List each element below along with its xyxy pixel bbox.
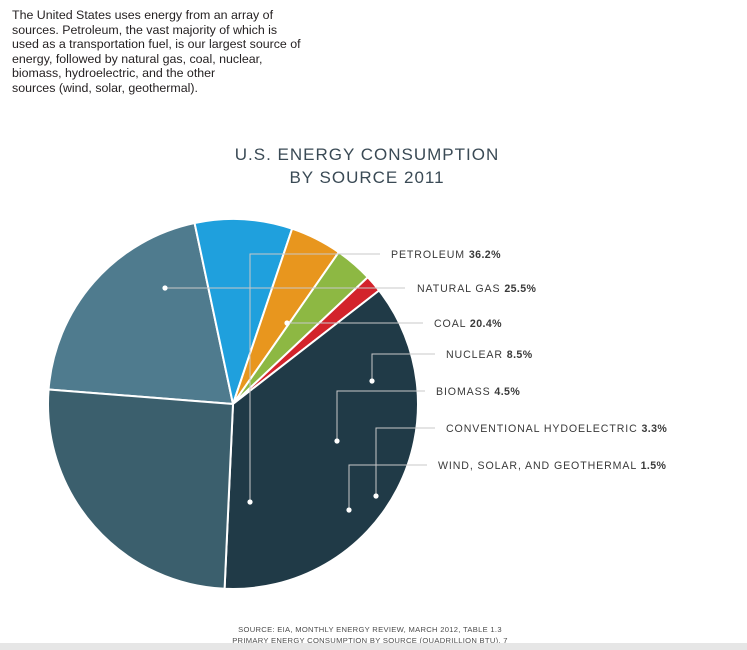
leader-line-nuclear [371, 353, 435, 381]
pie-slice-natural-gas [47, 388, 234, 590]
slice-label-conventional-hydoelectric: CONVENTIONAL HYDOELECTRIC 3.3% [446, 423, 667, 435]
slice-label-value: 36.2% [469, 249, 501, 261]
slice-label-petroleum: PETROLEUM 36.2% [391, 249, 501, 261]
leader-dot-biomass [334, 438, 340, 444]
slice-label-name: NATURAL GAS [417, 283, 504, 295]
slice-label-value: 4.5% [494, 386, 520, 398]
leader-dot-wind-solar-and-geothermal [346, 507, 352, 513]
leader-line-conventional-hydoelectric [375, 427, 435, 496]
pie-slice-petroleum [223, 289, 419, 590]
slice-label-value: 8.5% [507, 349, 533, 361]
leader-dot-petroleum [247, 499, 253, 505]
leader-dot-conventional-hydoelectric [373, 493, 379, 499]
pie-slice-coal [47, 222, 234, 405]
pie-labels: PETROLEUM 36.2% NATURAL GAS 25.5% COAL 20.… [162, 249, 667, 513]
slice-label-value: 20.4% [470, 318, 502, 330]
leader-line-wind-solar-and-geothermal [348, 464, 427, 510]
slice-label-value: 3.3% [641, 423, 667, 435]
intro-paragraph: The United States uses energy from an ar… [12, 8, 301, 95]
slice-label-natural-gas: NATURAL GAS 25.5% [417, 283, 537, 295]
slice-label-value: 1.5% [641, 460, 667, 472]
pie-slices [47, 218, 419, 590]
slice-label-name: CONVENTIONAL HYDOELECTRIC [446, 423, 641, 435]
slice-label-biomass: BIOMASS 4.5% [436, 386, 520, 398]
leader-dot-natural-gas [162, 285, 168, 291]
slice-label-name: COAL [434, 318, 470, 330]
slice-label-name: NUCLEAR [446, 349, 507, 361]
page-bottom-edge [0, 643, 747, 650]
leader-dot-coal [284, 320, 290, 326]
slice-label-name: PETROLEUM [391, 249, 469, 261]
slice-label-value: 25.5% [504, 283, 536, 295]
chart-title: U.S. ENERGY CONSUMPTION BY SOURCE 2011 [234, 145, 500, 187]
slice-label-nuclear: NUCLEAR 8.5% [446, 349, 533, 361]
slice-label-coal: COAL 20.4% [434, 318, 502, 330]
leader-line-biomass [336, 390, 425, 441]
source-note: SOURCE: EIA, MONTHLY ENERGY REVIEW, MARC… [232, 625, 508, 645]
pie-slice-nuclear [193, 218, 294, 405]
slice-label-wind-solar-and-geothermal: WIND, SOLAR, AND GEOTHERMAL 1.5% [438, 460, 667, 472]
slice-label-name: WIND, SOLAR, AND GEOTHERMAL [438, 460, 641, 472]
slice-label-name: BIOMASS [436, 386, 494, 398]
leader-line-petroleum [249, 253, 380, 502]
leader-dot-nuclear [369, 378, 375, 384]
